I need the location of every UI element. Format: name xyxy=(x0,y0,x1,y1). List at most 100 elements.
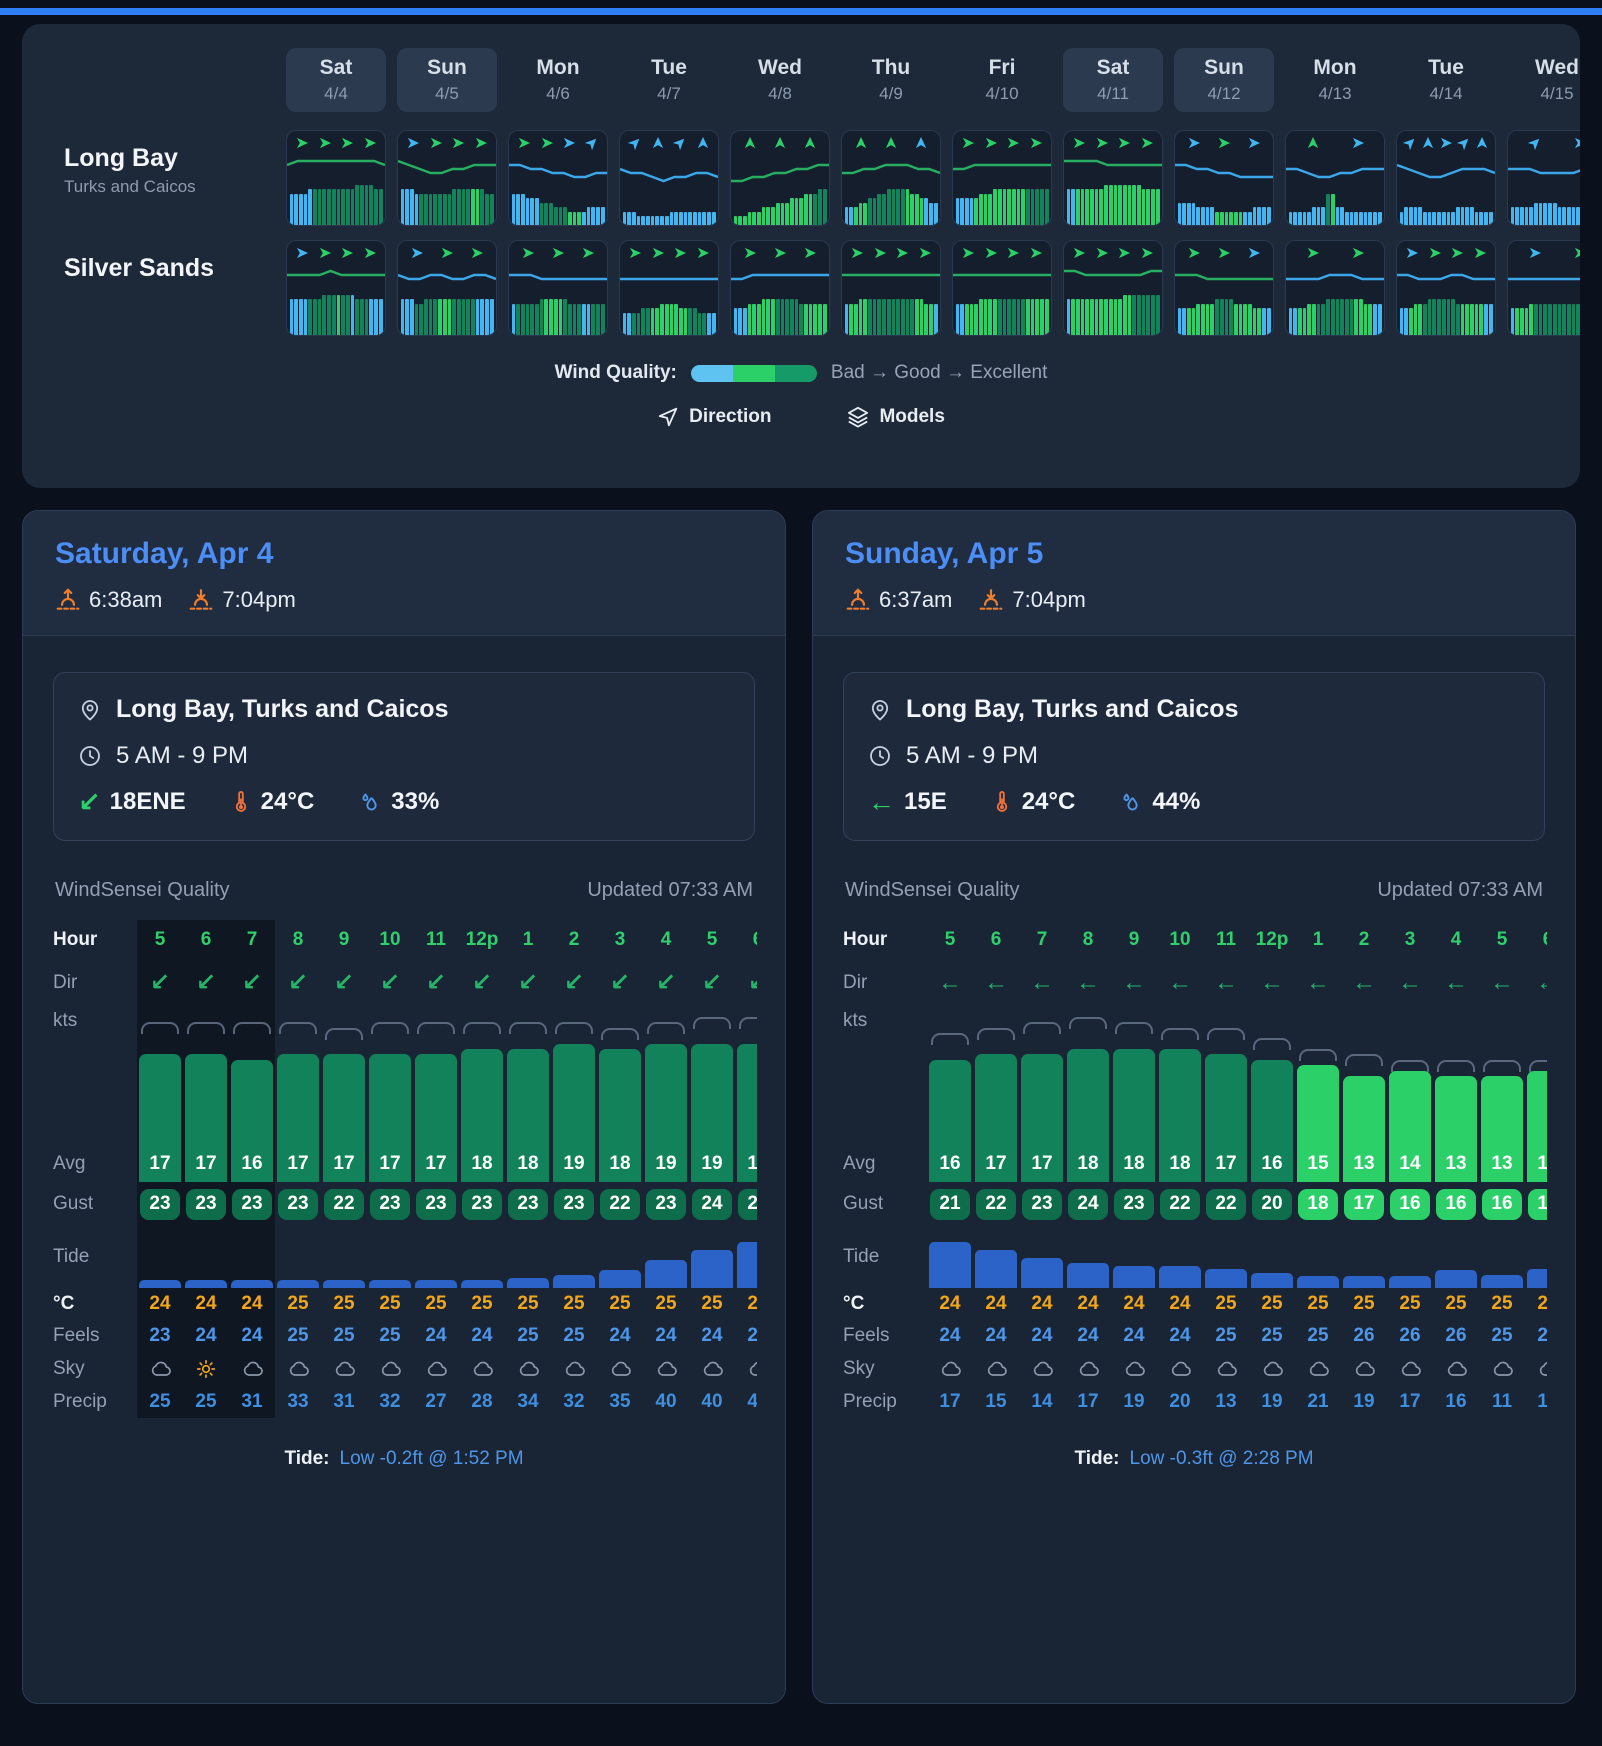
mini-wind-chart[interactable] xyxy=(1507,130,1580,226)
location-label[interactable]: Silver Sands xyxy=(46,240,286,283)
mini-wind-chart[interactable] xyxy=(1285,130,1385,226)
quality-bar xyxy=(1030,299,1035,335)
avg-wind-bar xyxy=(1021,1054,1063,1146)
mini-wind-chart[interactable] xyxy=(1174,130,1274,226)
mini-wind-chart[interactable] xyxy=(286,240,386,336)
gust-cap xyxy=(1161,1027,1199,1040)
day-tab-4/13[interactable]: Mon 4/13 xyxy=(1285,48,1385,112)
temperature-cell: 25 xyxy=(1307,1293,1329,1314)
models-button[interactable]: Models xyxy=(847,406,945,428)
mini-wind-chart[interactable] xyxy=(619,130,719,226)
cloud-icon xyxy=(1433,1352,1479,1386)
quality-bar xyxy=(1399,308,1404,335)
temperature-cell: 25 xyxy=(701,1293,723,1314)
quality-bar xyxy=(475,299,480,335)
precip-cell: 32 xyxy=(563,1391,585,1412)
mini-wind-chart[interactable] xyxy=(286,130,386,226)
wind-arrow-icon xyxy=(984,247,998,259)
day-tab-4/7[interactable]: Tue 4/7 xyxy=(619,48,719,112)
mini-wind-chart[interactable] xyxy=(397,130,497,226)
quality-bar xyxy=(660,216,664,225)
wind-quality-legend: Wind Quality: Bad → Good → Excellent xyxy=(46,362,1556,384)
quality-bar xyxy=(627,312,631,335)
mini-wind-chart[interactable] xyxy=(1063,240,1163,336)
mini-wind-chart[interactable] xyxy=(1507,240,1580,336)
day-tab-4/9[interactable]: Thu 4/9 xyxy=(841,48,941,112)
mini-wind-chart[interactable] xyxy=(1396,130,1496,226)
day-tab-4/12[interactable]: Sun 4/12 xyxy=(1174,48,1274,112)
tide-cell xyxy=(1249,1226,1295,1288)
quality-bar xyxy=(771,207,775,225)
mini-wind-chart[interactable] xyxy=(1285,240,1385,336)
quality-bar xyxy=(442,299,447,335)
mini-wind-chart[interactable] xyxy=(952,130,1052,226)
quality-bar xyxy=(1479,211,1484,225)
mini-chart-cell xyxy=(1174,240,1274,336)
day-tab-4/8[interactable]: Wed 4/8 xyxy=(730,48,830,112)
mini-wind-chart[interactable] xyxy=(397,240,497,336)
wind-speed-line xyxy=(398,159,496,175)
mini-chart-cell xyxy=(508,240,608,336)
avg-cell: 13 xyxy=(1479,1146,1525,1182)
tide-bar xyxy=(231,1280,273,1288)
mini-wind-chart[interactable] xyxy=(730,240,830,336)
day-tab-4/6[interactable]: Mon 4/6 xyxy=(508,48,608,112)
mini-wind-chart[interactable] xyxy=(841,130,941,226)
gust-value: 23 xyxy=(1022,1188,1062,1220)
quality-bar xyxy=(688,308,693,335)
cloud-icon xyxy=(1065,1352,1111,1386)
mini-wind-chart[interactable] xyxy=(730,130,830,226)
direction-button[interactable]: Direction xyxy=(657,406,771,428)
tide-cell xyxy=(551,1226,597,1288)
mini-wind-chart[interactable] xyxy=(508,240,608,336)
wind-quality-scale-pill xyxy=(690,364,817,382)
mini-wind-chart[interactable] xyxy=(1174,240,1274,336)
gust-cell: 23 xyxy=(137,1182,183,1226)
wind-speed-line xyxy=(1286,273,1384,281)
gust-cap xyxy=(279,1022,317,1035)
day-tab-4/5[interactable]: Sun 4/5 xyxy=(397,48,497,112)
wind-speed-line xyxy=(842,163,940,175)
day-tab-4/4[interactable]: Sat 4/4 xyxy=(286,48,386,112)
mini-wind-chart[interactable] xyxy=(508,130,608,226)
tide-note-value: Low -0.3ft @ 2:28 PM xyxy=(1129,1448,1314,1469)
mini-wind-chart[interactable] xyxy=(1396,240,1496,336)
quality-bar xyxy=(1238,303,1243,335)
quality-bar xyxy=(1557,303,1562,335)
tide-cell xyxy=(1157,1226,1203,1288)
location-label[interactable]: Long Bay Turks and Caicos xyxy=(46,130,286,197)
wind-direction-arrows xyxy=(513,244,603,262)
quality-bar xyxy=(1288,308,1293,335)
quality-bar xyxy=(1423,303,1427,335)
wind-direction-icon: ↙ xyxy=(78,786,101,817)
quality-bar xyxy=(1538,303,1543,335)
precip-cell: 33 xyxy=(287,1391,309,1412)
cloud-icon xyxy=(1157,1352,1203,1386)
quality-bar xyxy=(553,299,558,335)
mini-wind-chart[interactable] xyxy=(952,240,1052,336)
quality-bar xyxy=(511,193,516,225)
avg-value: 17 xyxy=(1205,1146,1247,1182)
quality-bar xyxy=(804,193,808,225)
quality-bar xyxy=(1090,189,1094,225)
mini-wind-chart[interactable] xyxy=(841,240,941,336)
day-tab-4/15[interactable]: Wed 4/15 xyxy=(1507,48,1580,112)
quality-bar xyxy=(919,299,924,335)
quality-bar xyxy=(374,189,378,225)
hour-cell: 11 xyxy=(1215,929,1237,950)
precip-cell: 34 xyxy=(517,1391,539,1412)
quality-bar xyxy=(1104,299,1108,335)
day-tab-4/14[interactable]: Tue 4/14 xyxy=(1396,48,1496,112)
location-summary-box[interactable]: Long Bay, Turks and Caicos 5 AM - 9 PM ← 15… xyxy=(843,672,1545,841)
location-summary-box[interactable]: Long Bay, Turks and Caicos 5 AM - 9 PM ↙ 18… xyxy=(53,672,755,841)
temperature-value: 24°C xyxy=(260,788,315,815)
day-tab-4/11[interactable]: Sat 4/11 xyxy=(1063,48,1163,112)
row-label-sky: Sky xyxy=(843,1358,875,1379)
mini-wind-chart[interactable] xyxy=(619,240,719,336)
quality-bar xyxy=(1141,189,1146,225)
day-tab-4/10[interactable]: Fri 4/10 xyxy=(952,48,1052,112)
mini-wind-chart[interactable] xyxy=(1063,130,1163,226)
quality-bar xyxy=(369,299,374,335)
quality-bar xyxy=(516,193,520,225)
quality-bar xyxy=(1418,207,1423,225)
